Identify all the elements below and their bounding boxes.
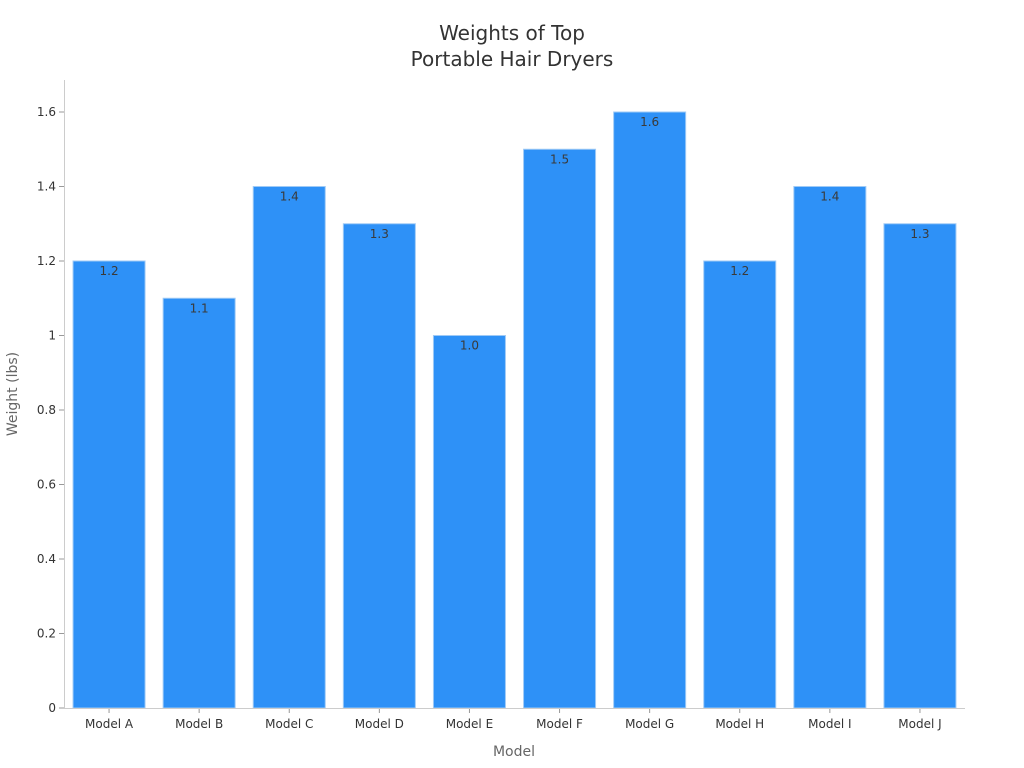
y-tick-label: 0.4 <box>37 552 56 566</box>
y-tick-label: 1.2 <box>37 254 56 268</box>
y-tick-label: 1.6 <box>37 105 56 119</box>
x-tick-label: Model B <box>175 717 223 731</box>
bar <box>523 148 597 709</box>
y-axis: 0 0.2 0.4 0.6 0.8 1 1.2 1.4 1.6 <box>37 80 65 715</box>
bar-value-label: 1.5 <box>550 152 569 166</box>
y-tick-label: 1.4 <box>37 180 56 194</box>
bar <box>793 186 867 709</box>
chart-title: Weights of Top Portable Hair Dryers <box>0 20 1024 72</box>
chart-title-line-2: Portable Hair Dryers <box>410 47 614 71</box>
bar-value-label: 1.4 <box>820 190 839 204</box>
x-tick-label: Model D <box>355 717 404 731</box>
bar-value-label: 1.0 <box>460 339 479 353</box>
x-axis: Model A Model B Model C Model D Model E Model… <box>64 708 965 731</box>
bar <box>703 260 777 709</box>
bar <box>613 111 687 709</box>
y-axis-label: Weight (lbs) <box>5 352 21 436</box>
x-tick-label: Model G <box>625 717 674 731</box>
bar <box>162 297 236 709</box>
bar-value-label: 1.4 <box>280 190 299 204</box>
x-tick-label: Model F <box>536 717 583 731</box>
y-tick-label: 1 <box>48 329 56 343</box>
x-tick-label: Model C <box>265 717 313 731</box>
bar-value-label: 1.1 <box>190 301 209 315</box>
chart-title-line-1: Weights of Top <box>439 21 585 45</box>
bar <box>883 223 957 709</box>
y-tick-label: 0.2 <box>37 627 56 641</box>
bar-value-label: 1.3 <box>910 227 929 241</box>
bar-value-label: 1.2 <box>730 264 749 278</box>
x-axis-label: Model <box>493 744 535 760</box>
y-tick-label: 0.8 <box>37 403 56 417</box>
y-tick-label: 0 <box>48 701 56 715</box>
x-tick-label: Model H <box>715 717 764 731</box>
bar <box>432 335 506 709</box>
bar-value-label: 1.3 <box>370 227 389 241</box>
x-tick-label: Model I <box>808 717 851 731</box>
x-tick-label: Model J <box>898 717 941 731</box>
bar <box>342 223 416 709</box>
bar-value-label: 1.6 <box>640 115 659 129</box>
bar <box>72 260 146 709</box>
x-tick-label: Model E <box>446 717 493 731</box>
y-tick-label: 0.6 <box>37 478 56 492</box>
bar <box>252 186 326 709</box>
x-tick-label: Model A <box>85 717 134 731</box>
bar-value-label: 1.2 <box>100 264 119 278</box>
bars-group: 1.2 1.1 1.4 1.3 1.0 1.5 1.6 1.2 1.4 1.3 <box>72 111 957 709</box>
